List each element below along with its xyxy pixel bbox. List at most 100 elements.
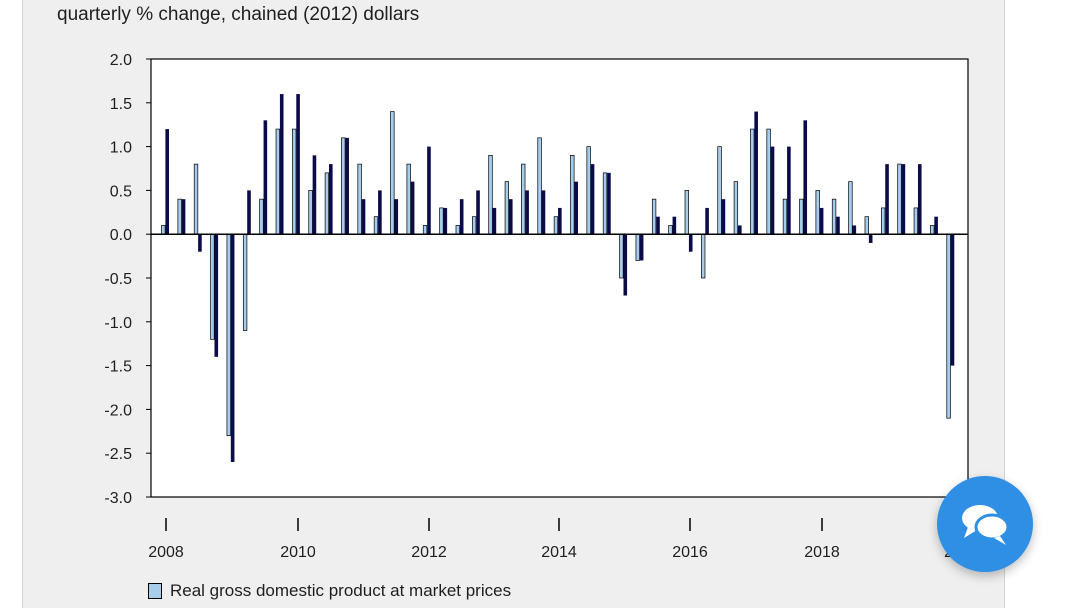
bar-series-a [341, 137, 346, 235]
bar-series-a [537, 137, 542, 235]
legend-label: Real gross domestic product at market pr… [170, 581, 512, 600]
y-tick-label: -2.5 [104, 446, 132, 463]
bar-series-a [390, 111, 395, 235]
bar-series-a [177, 198, 182, 235]
bar-series-a [635, 233, 640, 261]
bar-series-b [574, 181, 578, 235]
x-tick-label: 2014 [541, 544, 577, 561]
bar-series-b [476, 190, 480, 235]
y-tick-label: 0.0 [110, 227, 132, 244]
bar-series-b [214, 234, 219, 357]
bar-series-a [308, 190, 313, 235]
bar-series-b [607, 172, 611, 235]
y-tick-label: 2.0 [110, 52, 132, 69]
bar-series-a [455, 225, 460, 235]
bar-series-a [701, 233, 706, 279]
bar-series-a [292, 128, 297, 235]
bar-series-b [427, 146, 431, 235]
x-tick-label: 2010 [280, 544, 316, 561]
y-tick-label: -1.0 [104, 315, 132, 332]
bar-series-b [639, 234, 644, 261]
bar-series-b [852, 225, 857, 235]
bar-series-b [345, 137, 349, 235]
bar-series-b [885, 164, 889, 235]
bar-series-a [848, 181, 853, 235]
bar-series-a [799, 198, 804, 235]
bar-series-b [361, 199, 366, 235]
bar-series-a [422, 225, 428, 235]
bar-series-a [815, 190, 820, 235]
bar-series-a [831, 198, 837, 235]
bar-series-b [836, 216, 840, 235]
bar-series-a [602, 172, 608, 235]
bar-series-a [897, 163, 902, 235]
bar-series-b [378, 190, 382, 235]
bar-series-a [373, 216, 379, 235]
chat-button[interactable] [937, 476, 1033, 572]
chat-bubbles-icon [962, 505, 1010, 545]
bar-series-b [819, 207, 824, 235]
bar-series-b [901, 164, 906, 235]
bar-series-a [619, 233, 624, 279]
bar-series-b [721, 199, 726, 235]
bar-series-a [193, 163, 199, 235]
chart-subtitle: quarterly % change, chained (2012) dolla… [57, 4, 420, 25]
bar-series-b [541, 190, 546, 235]
bar-series-a [684, 190, 689, 235]
bar-series-b [787, 146, 791, 235]
bar-series-a [946, 233, 951, 419]
y-tick-label: -3.0 [104, 490, 132, 507]
bar-series-b [803, 120, 808, 235]
bar-series-b [492, 207, 497, 235]
bar-series-a [864, 216, 869, 235]
bar-series-a [668, 225, 673, 235]
bar-series-b [672, 216, 677, 235]
bar-series-a [504, 181, 510, 235]
bar-series-b [230, 234, 235, 462]
bar-series-b [181, 199, 186, 235]
bar-series-a [913, 207, 919, 235]
bar-series-b [623, 234, 628, 296]
x-tick-label: 2018 [804, 544, 840, 561]
bar-series-b [656, 216, 660, 235]
bar-series-b [198, 234, 202, 252]
bar-series-b [934, 216, 938, 235]
bar-series-a [930, 225, 935, 235]
bar-series-b [508, 199, 513, 235]
bar-series-b [754, 111, 758, 235]
bar-series-a [324, 172, 330, 235]
y-tick-label: 1.0 [110, 140, 132, 157]
x-tick-label: 2012 [411, 544, 447, 561]
bar-series-b [312, 155, 317, 235]
bar-series-b [443, 207, 448, 235]
bar-series-a [259, 198, 264, 235]
bar-series-a [586, 146, 591, 235]
bar-series-b [705, 207, 709, 235]
bar-series-b [459, 199, 464, 235]
y-tick-label: -2.0 [104, 402, 132, 419]
bar-series-a [406, 163, 411, 235]
bar-series-b [410, 181, 415, 235]
bar-series-b [590, 164, 595, 235]
y-tick-label: 1.5 [110, 96, 132, 113]
bar-series-b [688, 234, 693, 252]
chart-legend: Real gross domestic product at market pr… [148, 580, 511, 602]
bar-series-a [471, 216, 477, 235]
bar-series-a [553, 216, 559, 235]
bar-series-b [917, 164, 922, 235]
bar-series-a [488, 155, 493, 235]
x-tick-label: 2008 [148, 544, 184, 561]
bar-series-b [394, 199, 399, 235]
bar-series-b [247, 190, 251, 235]
bar-series-b [263, 120, 268, 235]
bar-series-b [738, 225, 742, 235]
y-tick-label: -1.5 [104, 359, 132, 376]
bar-series-a [782, 198, 788, 235]
bar-series-a [880, 207, 886, 235]
bar-series-a [210, 233, 215, 340]
y-tick-label: 0.5 [110, 183, 132, 200]
bar-series-a [733, 181, 739, 235]
bar-series-a [750, 128, 755, 235]
bar-series-a [570, 155, 575, 235]
